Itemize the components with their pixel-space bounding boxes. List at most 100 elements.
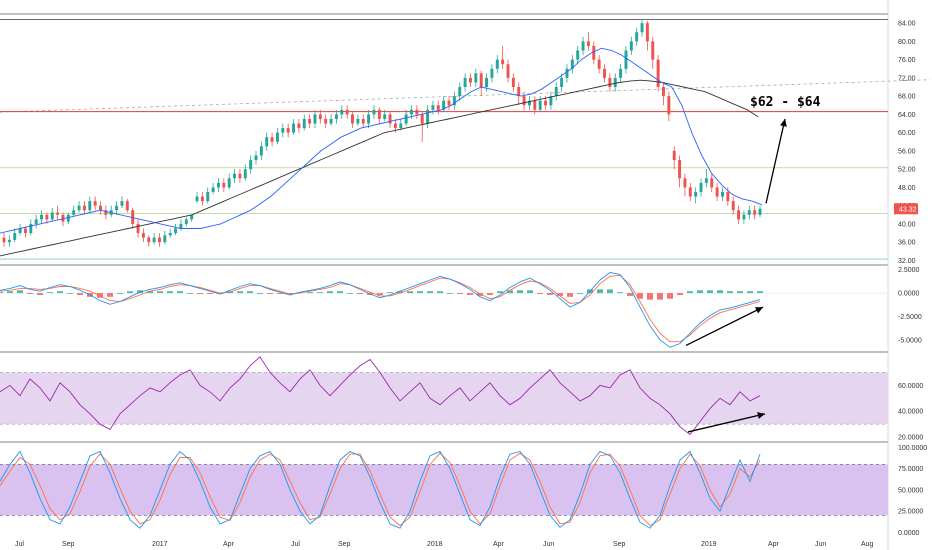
- candle-body: [683, 178, 687, 188]
- candle-body: [50, 212, 54, 220]
- macd-histogram-bar: [307, 292, 313, 294]
- candle: [495, 55, 499, 74]
- candle: [216, 178, 220, 192]
- candle-body: [399, 123, 403, 129]
- candle: [592, 41, 596, 65]
- candle: [672, 146, 676, 170]
- rsi-panel: 60.0000 40.0000 20.0000: [0, 356, 923, 442]
- candle-body: [742, 214, 746, 220]
- candle: [211, 182, 215, 195]
- candle: [275, 128, 279, 145]
- annotations: $62 - $64: [750, 95, 821, 110]
- candle-body: [431, 105, 435, 110]
- candle: [131, 207, 135, 229]
- candle-body: [34, 219, 38, 224]
- candle: [233, 169, 237, 183]
- candle-body: [99, 205, 102, 211]
- macd-histogram-bar: [687, 291, 693, 294]
- macd-histogram-bar: [537, 293, 543, 295]
- macd-histogram-bar: [257, 293, 263, 294]
- macd-histogram-bar: [247, 291, 253, 294]
- macd-histogram-bar: [177, 291, 183, 294]
- candle: [576, 45, 580, 65]
- price-tick-1: 80.00: [898, 39, 916, 46]
- candle-body: [436, 105, 440, 110]
- candle-body: [292, 123, 296, 133]
- candle: [388, 112, 392, 129]
- macd-histogram-bar: [327, 291, 333, 294]
- macd-histogram-bar: [707, 290, 713, 294]
- candle-body: [216, 182, 220, 188]
- candle-body: [7, 239, 11, 243]
- candle: [468, 73, 472, 88]
- macd-tick-2: -2.5000: [898, 314, 922, 321]
- candle: [635, 27, 639, 46]
- price-tick-0: 84.00: [898, 21, 916, 28]
- candle: [190, 214, 194, 222]
- candle: [254, 150, 258, 165]
- candle: [447, 96, 451, 110]
- candle-body: [581, 41, 585, 51]
- candle-body: [281, 128, 285, 133]
- candle-body: [56, 212, 60, 215]
- candle: [136, 219, 140, 238]
- candle-body: [66, 214, 70, 222]
- candle: [147, 235, 151, 247]
- candle: [758, 205, 762, 218]
- candle-body: [372, 109, 376, 115]
- candle: [104, 205, 108, 220]
- candle-body: [190, 214, 194, 220]
- candle: [651, 36, 655, 69]
- x-tick-label: 2019: [701, 541, 717, 548]
- price-target-arrow-shaft: [765, 118, 786, 204]
- candle: [115, 201, 119, 215]
- candle-body: [565, 68, 569, 78]
- candle: [603, 64, 606, 83]
- candle-body: [474, 73, 478, 83]
- candle: [490, 64, 494, 83]
- candle-body: [29, 223, 33, 234]
- candle: [66, 212, 70, 224]
- sma-slow-line: [0, 79, 759, 257]
- candle: [109, 205, 113, 218]
- last-price-label: 43.32: [894, 203, 918, 215]
- candle-body: [527, 100, 531, 106]
- stoch-tick-1: 75.0000: [898, 466, 923, 473]
- macd-histogram-bar: [137, 290, 143, 294]
- candle-body: [442, 100, 446, 110]
- candle: [158, 233, 161, 247]
- candle: [120, 196, 124, 208]
- candle-body: [651, 41, 655, 60]
- macd-histogram-bar: [107, 293, 113, 297]
- candle: [88, 196, 92, 213]
- macd-histogram-bar: [157, 291, 163, 294]
- candle-body: [351, 114, 354, 124]
- candle: [522, 91, 526, 110]
- candle-body: [592, 45, 596, 60]
- candle-body: [340, 109, 344, 115]
- candle-body: [13, 233, 17, 240]
- candle: [753, 205, 757, 220]
- macd-histogram-bar: [407, 291, 413, 294]
- candle-body: [367, 114, 371, 124]
- candle-body: [158, 237, 161, 243]
- candle-body: [720, 191, 724, 197]
- candle: [436, 100, 440, 115]
- candle-body: [40, 214, 44, 220]
- candle-body: [104, 210, 108, 215]
- candle: [2, 233, 6, 247]
- x-tick-label: Jul: [15, 541, 24, 548]
- candle: [200, 191, 204, 206]
- candle-body: [200, 196, 204, 202]
- candle: [597, 55, 601, 74]
- rsi-divergence-arrow: [687, 412, 766, 433]
- candle: [297, 118, 301, 133]
- candle-body: [72, 210, 76, 215]
- candle-body: [624, 50, 628, 69]
- candle: [270, 132, 274, 147]
- candle-body: [388, 114, 392, 124]
- price-tick-11: 40.00: [898, 221, 916, 228]
- macd-histogram-bar: [0, 292, 3, 294]
- candle-body: [468, 77, 472, 83]
- candle: [34, 214, 38, 229]
